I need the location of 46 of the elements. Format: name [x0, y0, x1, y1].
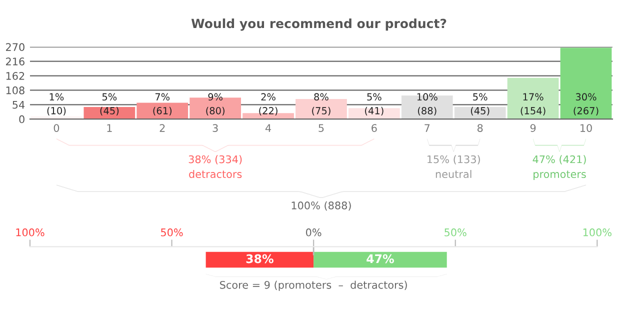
y-tick-label: 162	[6, 72, 24, 80]
x-tick-label: 10	[580, 124, 592, 132]
x-tick-label: 0	[54, 124, 60, 132]
data-label: 2% (22)	[259, 93, 278, 116]
bar	[296, 99, 347, 120]
x-tick-label: 4	[265, 124, 272, 132]
x-tick-label: 9	[530, 124, 536, 132]
x-tick-label: 1	[107, 124, 112, 132]
y-tick-label: 108	[6, 86, 24, 94]
data-label: 8% (75)	[312, 93, 330, 116]
y-tick-label: 54	[12, 100, 25, 109]
text: 15% (133) neutral	[428, 155, 480, 178]
text: 38%	[246, 254, 274, 264]
text: 100% (888)	[292, 201, 351, 211]
x-tick-label: 6	[372, 124, 377, 132]
text: 38% (334) detractors	[188, 155, 242, 178]
data-label: 7% (61)	[153, 93, 172, 116]
x-tick-label: 8	[477, 124, 483, 132]
text: Score = 9 (promoters – detractors)	[220, 280, 407, 291]
x-tick-label: 100%	[583, 228, 612, 236]
x-tick-label: 5	[318, 124, 324, 132]
y-tick-label: 216	[6, 58, 24, 66]
bar	[560, 48, 612, 120]
x-tick-label: 2	[160, 124, 165, 132]
bar	[348, 108, 400, 120]
data-label: 5% (41)	[365, 93, 384, 116]
data-label: 9% (80)	[206, 93, 224, 116]
data-label: 17% (154)	[520, 93, 546, 116]
y-tick-label: 0	[19, 115, 24, 124]
bar	[136, 102, 188, 120]
x-tick-label: 100%	[16, 228, 44, 236]
x-tick-label: 50%	[161, 228, 183, 236]
x-tick-label: 0%	[306, 228, 322, 236]
data-label: 10% (88)	[417, 93, 438, 116]
chart-title: Would you recommend our product?	[191, 18, 446, 31]
x-tick-label: 3	[212, 124, 218, 132]
data-label: 1% (10)	[47, 93, 66, 116]
data-label: 30% (267)	[574, 93, 598, 116]
data-label: 5% (45)	[470, 93, 490, 116]
bar	[507, 78, 559, 120]
text: 47% (421) promoters	[532, 155, 586, 180]
text: 47%	[366, 254, 394, 264]
data-label: 5% (45)	[100, 93, 119, 116]
x-tick-label: 7	[424, 124, 430, 132]
x-tick-label: 50%	[444, 228, 466, 236]
y-tick-label: 270	[6, 43, 24, 52]
